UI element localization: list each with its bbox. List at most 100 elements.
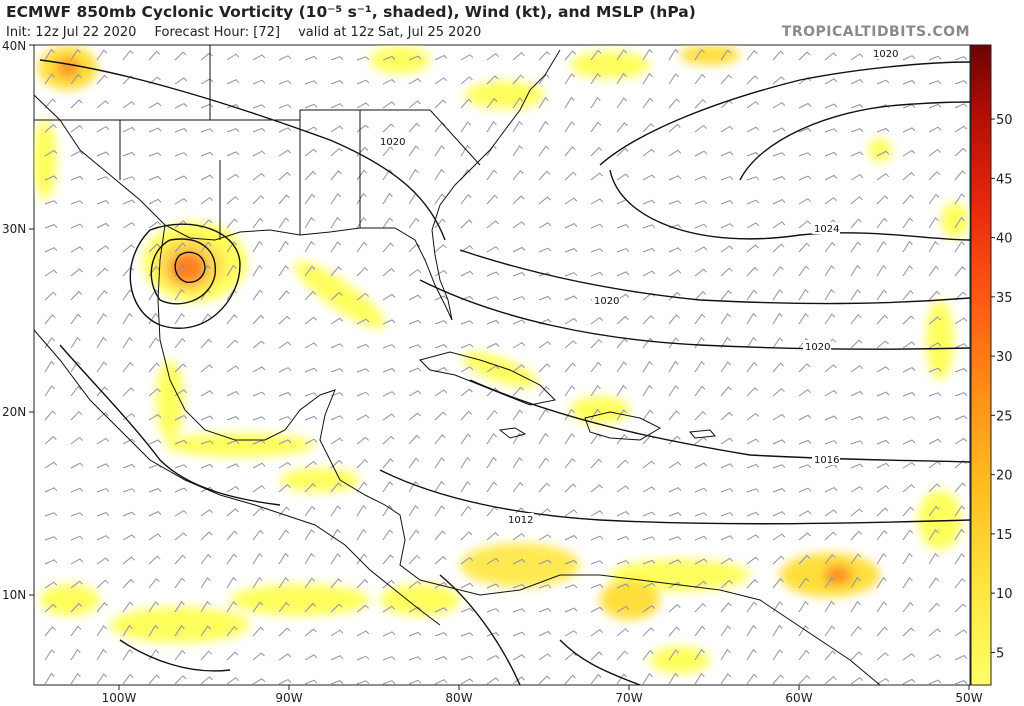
wind-barb (278, 577, 289, 589)
wind-barb (694, 385, 706, 397)
wind-barb (564, 483, 577, 493)
wind-barb (174, 152, 188, 157)
wind-barb (122, 534, 136, 541)
wind-barb (902, 366, 916, 373)
wind-barb (200, 676, 213, 685)
wind-barb (694, 410, 707, 421)
wind-barb (226, 264, 237, 277)
wind-barb (902, 552, 913, 565)
wind-barb (148, 488, 162, 493)
wind-barb (486, 53, 500, 61)
wind-barb (694, 175, 708, 181)
wind-barb (460, 121, 472, 133)
wind-barb (70, 268, 83, 277)
wind-barb (954, 56, 968, 61)
wind-barb (720, 602, 732, 613)
wind-barb (694, 580, 707, 589)
wind-barb (122, 556, 135, 565)
wind-barb (954, 147, 967, 157)
wind-barb (824, 151, 838, 157)
wind-barb (590, 535, 604, 541)
wind-barb (746, 488, 760, 493)
wind-barb (850, 463, 864, 469)
wind-barb (408, 217, 420, 229)
wind-barb (200, 600, 211, 613)
wind-barb (252, 462, 266, 469)
wind-barb (954, 103, 968, 109)
wind-barb (330, 103, 344, 109)
wind-barb (538, 247, 552, 253)
wind-barb (44, 98, 56, 109)
wind-barb (824, 52, 837, 61)
wind-barb (642, 199, 656, 205)
wind-barb (304, 654, 318, 661)
wind-barb (96, 535, 110, 541)
wind-barb (200, 509, 214, 517)
lat-label-10n: 10N (2, 588, 26, 602)
wind-barb (928, 217, 939, 229)
wind-barb (876, 391, 890, 397)
wind-barb (590, 583, 604, 589)
wind-barb (226, 79, 240, 85)
wind-barb (330, 437, 344, 445)
wind-barb (616, 510, 630, 517)
wind-barb (252, 366, 266, 373)
wind-barb (616, 673, 628, 685)
wind-barb (304, 460, 317, 469)
wind-barb (616, 173, 630, 181)
wind-barb (226, 339, 239, 349)
wind-barb (44, 48, 55, 61)
wind-barb (512, 457, 523, 469)
wind-barb (252, 576, 263, 589)
wind-barb (122, 222, 136, 229)
wind-barb (278, 461, 292, 469)
wind-barb (564, 674, 577, 685)
lat-label-30n: 30N (2, 222, 26, 236)
wind-barb (564, 362, 576, 373)
wind-barb (174, 554, 187, 565)
wind-barb (304, 55, 318, 61)
wind-barb (668, 559, 682, 565)
wind-barb (694, 49, 705, 61)
wind-barb (954, 266, 966, 277)
wind-barb (278, 392, 292, 397)
wind-barb (122, 176, 136, 181)
wind-barb (668, 385, 680, 397)
wind-barb (538, 145, 550, 157)
wind-barb (200, 364, 213, 373)
wind-barb (694, 313, 706, 325)
wind-barb (226, 625, 238, 637)
wind-barb (512, 246, 526, 253)
wind-barb (408, 554, 421, 565)
wind-barb (174, 600, 185, 613)
wind-barb (200, 577, 211, 589)
wind-barb (278, 552, 289, 565)
wind-barb (590, 198, 604, 205)
wind-barb (304, 392, 318, 397)
wind-barb (876, 127, 890, 133)
wind-barb (96, 200, 110, 205)
wind-barb (538, 51, 551, 61)
wind-barb (148, 50, 161, 61)
wind-barb (616, 122, 628, 133)
wind-barb (356, 458, 369, 469)
wind-barb (460, 245, 474, 253)
wind-barb (174, 288, 185, 301)
wind-barb (954, 193, 966, 205)
wind-barb (382, 529, 394, 541)
wind-barb (278, 367, 292, 373)
wind-barb (174, 532, 187, 541)
wind-barb (564, 248, 578, 253)
wind-barb (356, 391, 370, 397)
wind-barb (356, 56, 370, 61)
wind-barb (408, 480, 419, 493)
wind-barb (642, 174, 656, 181)
wind-barb (798, 51, 811, 61)
wind-barb (616, 147, 629, 157)
wind-barb (70, 246, 84, 253)
wind-barb (902, 172, 915, 181)
wind-barb (486, 654, 500, 661)
wind-barb (538, 295, 552, 301)
wind-barb (70, 535, 84, 541)
